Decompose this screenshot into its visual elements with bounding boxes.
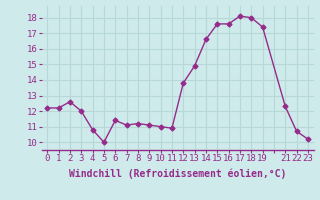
X-axis label: Windchill (Refroidissement éolien,°C): Windchill (Refroidissement éolien,°C) <box>69 169 286 179</box>
